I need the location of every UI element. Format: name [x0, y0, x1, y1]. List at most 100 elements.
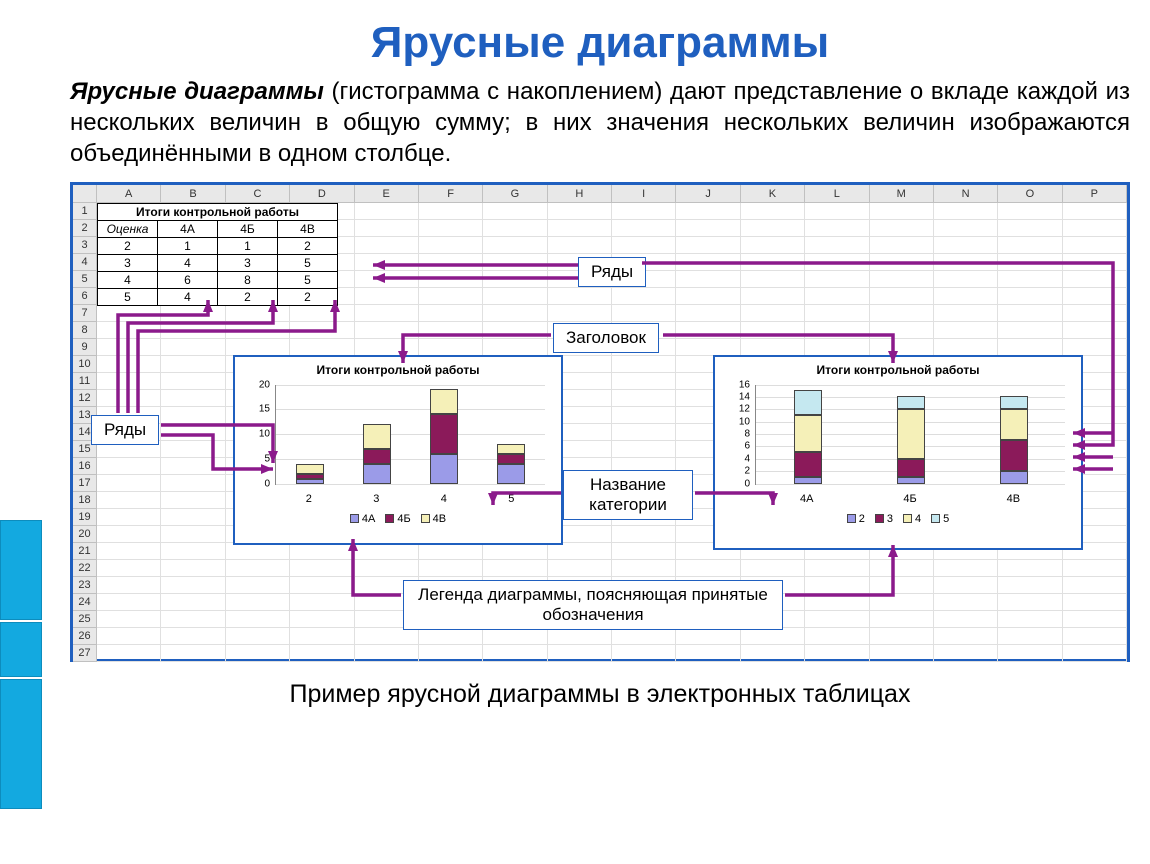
grid-cell: [1063, 594, 1127, 611]
grid-cell: [419, 560, 483, 577]
row-header: 16: [73, 458, 97, 475]
grid-cell: [161, 407, 225, 424]
grid-cell: [548, 543, 612, 560]
row-header: 18: [73, 492, 97, 509]
chart-left-legend: 4А4Б4В: [235, 509, 561, 529]
grid-cell: [97, 492, 161, 509]
grid-cell: [226, 594, 290, 611]
grid-cell: [612, 237, 676, 254]
bar-segment: [1000, 440, 1028, 471]
bar-stack: [794, 390, 822, 484]
table-cell: 3: [218, 254, 278, 271]
grid-cell: [290, 577, 354, 594]
grid-cell: [97, 543, 161, 560]
table-cell: 5: [278, 271, 338, 288]
bar-segment: [794, 452, 822, 477]
table-cell: 3: [98, 254, 158, 271]
grid-cell: [1063, 628, 1127, 645]
grid-cell: [612, 407, 676, 424]
bar-segment: [897, 409, 925, 459]
grid-cell: [870, 203, 934, 220]
col-header: B: [161, 185, 225, 203]
grid-cell: [548, 237, 612, 254]
grid-cell: [419, 203, 483, 220]
grid-cell: [97, 373, 161, 390]
grid-cell: [998, 577, 1062, 594]
grid-cell: [676, 237, 740, 254]
grid-cell: [741, 271, 805, 288]
grid-cell: [161, 475, 225, 492]
table-cell: 5: [98, 288, 158, 305]
grid-cell: [870, 611, 934, 628]
grid-cell: [483, 339, 547, 356]
grid-cell: [805, 220, 869, 237]
chart-right-xlabels: 4А4Б4В: [755, 489, 1065, 509]
col-header: M: [870, 185, 934, 203]
grid-cell: [161, 628, 225, 645]
grid-cell: [483, 271, 547, 288]
grid-cell: [97, 628, 161, 645]
grid-cell: [419, 543, 483, 560]
row-header: 21: [73, 543, 97, 560]
table-cell: 4: [158, 288, 218, 305]
table-cell: 5: [278, 254, 338, 271]
grid-cell: [161, 424, 225, 441]
grid-cell: [97, 322, 161, 339]
grid-cell: [161, 390, 225, 407]
grid-cell: [355, 645, 419, 662]
grid-cell: [226, 628, 290, 645]
bar-segment: [363, 449, 391, 464]
row-header: 7: [73, 305, 97, 322]
chart-left-area: 05101520: [275, 385, 545, 485]
grid-cell: [805, 339, 869, 356]
grid-cell: [290, 645, 354, 662]
grid-cell: [741, 254, 805, 271]
grid-cell: [1063, 577, 1127, 594]
bar-segment: [430, 414, 458, 454]
caption: Пример ярусной диаграммы в электронных т…: [60, 680, 1140, 709]
grid-cell: [934, 339, 998, 356]
grid-cell: [355, 339, 419, 356]
grid-cell: [998, 220, 1062, 237]
row-header: 6: [73, 288, 97, 305]
grid-cell: [741, 645, 805, 662]
grid-cell: [870, 220, 934, 237]
col-header: C: [226, 185, 290, 203]
row-header: 5: [73, 271, 97, 288]
bar-segment: [296, 479, 324, 484]
grid-cell: [612, 203, 676, 220]
chart-right-legend: 2345: [715, 509, 1081, 529]
grid-cell: [548, 560, 612, 577]
grid-cell: [1063, 271, 1127, 288]
grid-cell: [612, 543, 676, 560]
grid-cell: [676, 254, 740, 271]
bar-segment: [296, 464, 324, 474]
grid-cell: [870, 237, 934, 254]
bar-segment: [1000, 409, 1028, 440]
grid-cell: [161, 526, 225, 543]
bar-segment: [1000, 471, 1028, 484]
grid-cell: [998, 322, 1062, 339]
grid-cell: [226, 577, 290, 594]
grid-cell: [290, 560, 354, 577]
grid-cell: [998, 305, 1062, 322]
x-label: 5: [508, 493, 514, 505]
row-header: 19: [73, 509, 97, 526]
table-cell: 6: [158, 271, 218, 288]
grid-cell: [934, 254, 998, 271]
bar-segment: [897, 477, 925, 483]
slide-title: Ярусные диаграммы: [60, 18, 1140, 68]
grid-cell: [290, 611, 354, 628]
grid-cell: [612, 288, 676, 305]
grid-cell: [161, 458, 225, 475]
col-header: O: [998, 185, 1062, 203]
callout-title: Заголовок: [553, 323, 659, 353]
bar-stack: [363, 424, 391, 484]
table-cell: 2: [218, 288, 278, 305]
row-header: 3: [73, 237, 97, 254]
grid-cell: [419, 254, 483, 271]
row-header: 8: [73, 322, 97, 339]
grid-cell: [483, 254, 547, 271]
grid-cell: [805, 254, 869, 271]
grid-cell: [161, 339, 225, 356]
